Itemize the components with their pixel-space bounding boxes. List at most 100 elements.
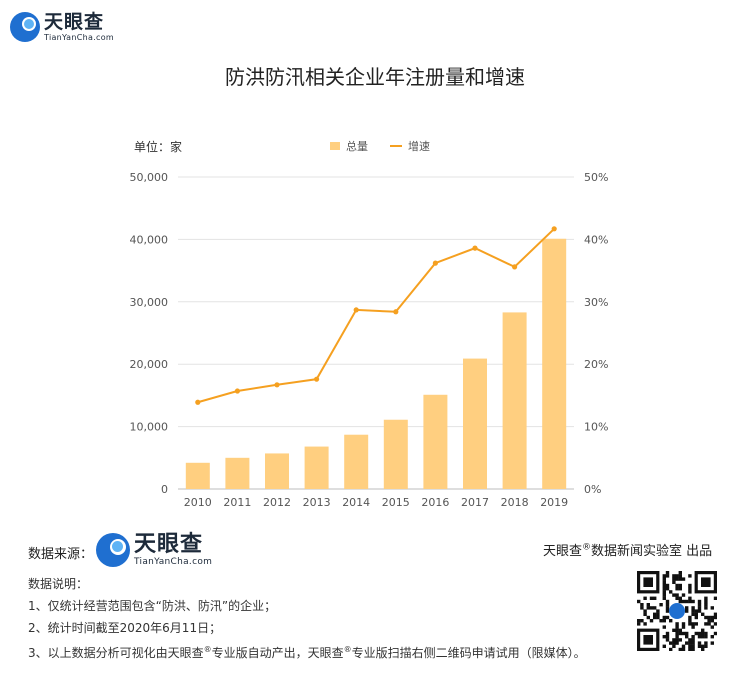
series-line xyxy=(197,228,555,404)
line-point xyxy=(472,245,478,251)
qr-module xyxy=(643,612,647,616)
qr-module xyxy=(637,622,641,626)
qr-module xyxy=(688,638,692,642)
line-point xyxy=(551,226,557,232)
qr-module xyxy=(672,574,676,578)
qr-module xyxy=(672,593,676,597)
qr-module xyxy=(675,638,679,642)
qr-module xyxy=(672,577,676,581)
qr-module xyxy=(675,583,679,588)
qr-module xyxy=(691,638,695,642)
qr-module xyxy=(662,635,666,639)
qr-module xyxy=(662,590,666,594)
qr-module xyxy=(669,590,673,594)
qr-module xyxy=(675,641,679,645)
brand-name: 天眼查 xyxy=(44,10,105,33)
qr-module xyxy=(665,635,670,639)
qr-module xyxy=(691,635,695,639)
qr-module xyxy=(675,631,679,636)
line-point xyxy=(274,382,280,388)
qr-module xyxy=(678,583,682,588)
bar xyxy=(225,457,250,489)
qr-module xyxy=(688,574,692,578)
notes-title: 数据说明： xyxy=(28,577,89,591)
source-label: 数据来源： xyxy=(28,547,94,562)
qr-module xyxy=(701,644,705,648)
qr-module xyxy=(656,612,660,616)
qr-module xyxy=(665,631,670,636)
chart-title: 防洪防汛相关企业年注册量和增速 xyxy=(225,65,525,89)
bar xyxy=(423,394,448,489)
qr-module xyxy=(710,635,714,639)
qr-module xyxy=(643,622,647,626)
y-right-tick-label: 50% xyxy=(584,171,608,184)
qr-finder xyxy=(643,577,653,587)
qr-module xyxy=(697,603,702,607)
qr-module xyxy=(691,625,695,629)
qr-module xyxy=(672,580,676,584)
qr-module xyxy=(710,606,714,610)
qr-module xyxy=(662,644,666,648)
qr-module xyxy=(691,647,695,651)
source-logo-icon xyxy=(96,533,130,567)
qr-module xyxy=(665,587,670,591)
qr-module xyxy=(662,596,666,600)
qr-module xyxy=(675,593,679,597)
x-tick-label: 2012 xyxy=(263,496,291,509)
qr-module xyxy=(678,638,682,642)
qr-module xyxy=(672,641,676,645)
credit-name: 天眼查 xyxy=(543,544,583,559)
qr-module xyxy=(681,647,686,651)
qr-module xyxy=(710,625,714,629)
x-tick-label: 2019 xyxy=(540,496,568,509)
line-point xyxy=(353,307,359,313)
qr-module xyxy=(681,625,686,629)
qr-module xyxy=(685,631,689,636)
qr-module xyxy=(678,571,682,575)
qr-module xyxy=(701,635,705,639)
qr-module xyxy=(685,641,689,645)
qr-module xyxy=(662,587,666,591)
qr-module xyxy=(704,615,708,620)
y-left-tick-label: 20,000 xyxy=(130,358,169,371)
line-point xyxy=(234,388,240,394)
y-left-tick-label: 0 xyxy=(161,483,168,496)
qr-code-icon xyxy=(637,571,717,651)
legend-bar-label: 总量 xyxy=(346,140,368,153)
qr-module xyxy=(694,622,698,626)
line-point xyxy=(432,260,438,266)
note-3: 3、以上数据分析可视化由天眼查®专业版自动产出，天眼查®专业版扫描右侧二维码申请… xyxy=(28,645,586,660)
bar xyxy=(265,453,289,489)
qr-module xyxy=(665,599,670,604)
bar xyxy=(344,434,369,489)
qr-module xyxy=(678,599,682,604)
qr-module xyxy=(694,631,698,636)
qr-module xyxy=(691,612,695,616)
qr-module xyxy=(678,647,682,651)
y-right-tick-label: 0% xyxy=(584,483,601,496)
qr-module xyxy=(678,574,682,578)
qr-module xyxy=(681,631,686,636)
credit-line: 天眼查®数据新闻实验室 出品 xyxy=(543,540,712,559)
qr-module xyxy=(643,609,647,613)
bar xyxy=(542,238,567,489)
qr-module xyxy=(656,615,660,620)
qr-module xyxy=(701,628,705,632)
qr-module xyxy=(662,615,666,620)
qr-module xyxy=(710,619,714,623)
qr-module xyxy=(640,606,644,610)
qr-module xyxy=(675,628,679,632)
qr-module xyxy=(665,583,670,588)
y-right-tick-label: 30% xyxy=(584,296,608,309)
qr-module xyxy=(665,615,670,620)
note-1: 1、仅统计经营范围包含“防洪、防汛”的企业； xyxy=(28,599,277,613)
qr-module xyxy=(681,599,686,604)
qr-module xyxy=(707,615,711,620)
brand-logo-icon xyxy=(10,12,40,42)
qr-module xyxy=(662,577,666,581)
qr-module xyxy=(688,647,692,651)
qr-module xyxy=(665,603,670,607)
qr-module xyxy=(688,644,692,648)
qr-module xyxy=(681,622,686,626)
qr-module xyxy=(694,609,698,613)
